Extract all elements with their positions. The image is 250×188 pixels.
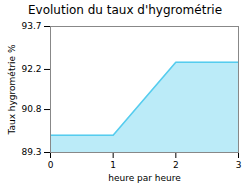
svg-text:90.8: 90.8 xyxy=(21,104,41,114)
svg-text:92.2: 92.2 xyxy=(21,64,41,74)
svg-text:1: 1 xyxy=(110,160,116,170)
svg-text:3: 3 xyxy=(236,160,242,170)
svg-text:0: 0 xyxy=(48,160,54,170)
svg-text:Taux hygrométrie %: Taux hygrométrie % xyxy=(7,44,17,136)
svg-text:93.7: 93.7 xyxy=(21,21,41,31)
svg-text:heure par heure: heure par heure xyxy=(108,173,181,183)
svg-text:89.3: 89.3 xyxy=(21,147,41,157)
html-text:Evolution du taux d'hygrométri: Evolution du taux d'hygrométrie xyxy=(28,3,222,17)
svg-text:2: 2 xyxy=(173,160,179,170)
